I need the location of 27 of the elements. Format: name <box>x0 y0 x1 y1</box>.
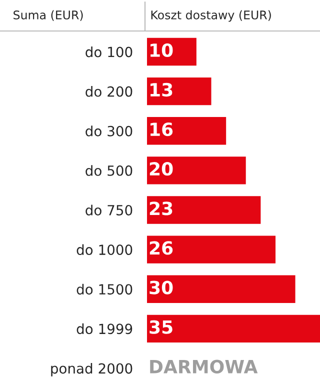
bar <box>147 314 320 343</box>
data-label: 10 <box>150 43 173 58</box>
y-tick-label: do 200 <box>86 86 132 97</box>
y-tick-label: ponad 2000 <box>51 362 132 376</box>
bar <box>147 156 246 184</box>
data-label: 35 <box>150 320 172 334</box>
y-tick-label: do 100 <box>86 46 132 58</box>
data-label: DARMOWA <box>150 360 258 374</box>
x-axis-title: Koszt dostawy (EUR) <box>151 10 271 22</box>
bar <box>147 117 226 145</box>
y-tick-label: do 500 <box>86 165 132 176</box>
data-label: 30 <box>150 280 173 294</box>
bar <box>147 275 296 303</box>
data-label: 26 <box>150 241 173 255</box>
y-tick-label: do 300 <box>86 126 132 136</box>
data-label: 20 <box>150 162 173 176</box>
y-axis-title: Suma (EUR) <box>14 10 83 21</box>
bar <box>147 77 212 106</box>
bar <box>147 196 261 224</box>
data-label: 13 <box>150 82 172 97</box>
data-label: 23 <box>150 202 172 216</box>
bar <box>147 236 276 264</box>
data-label: 16 <box>150 122 173 136</box>
y-tick-label: do 750 <box>86 204 132 216</box>
y-tick-label: do 1999 <box>76 323 132 334</box>
y-tick-label: do 1000 <box>76 244 132 256</box>
y-tick-label: do 1500 <box>76 284 132 295</box>
